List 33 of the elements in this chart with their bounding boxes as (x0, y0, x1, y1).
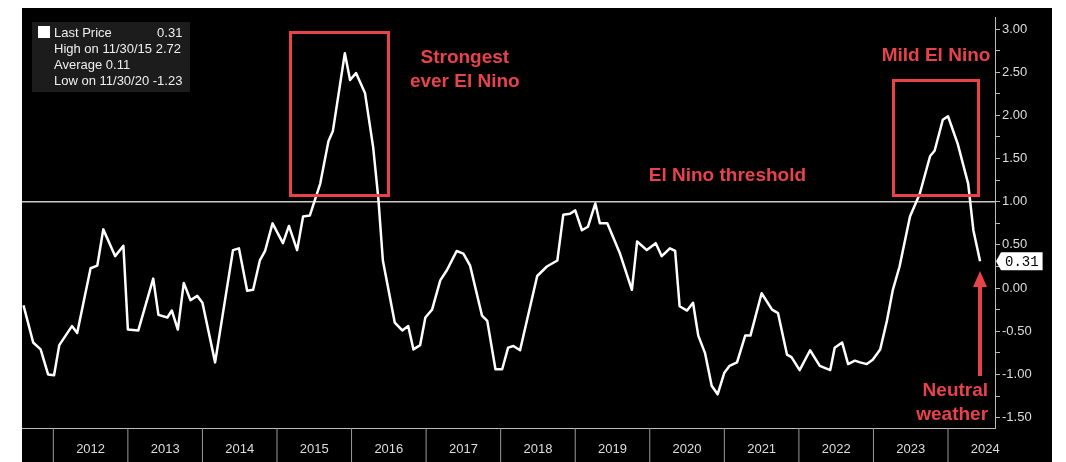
annotation: Mild El Nino (881, 44, 991, 66)
y-tick-label: 2.00 (1002, 106, 1028, 122)
y-tick-label: 0.50 (1002, 236, 1028, 252)
annotation: Average 0.11 (53, 57, 132, 73)
y-tick-label: 1.00 (1002, 193, 1028, 209)
y-tick-label: -1.00 (1002, 366, 1032, 382)
x-tick-label: 2022 (821, 441, 851, 457)
y-tick-label: 3.00 (1002, 20, 1028, 36)
x-tick-label: 2021 (747, 441, 777, 457)
y-tick-label: 0.00 (1002, 279, 1028, 295)
data-label: 0.31 (1005, 254, 1039, 271)
y-tick-label: 2.50 (1002, 63, 1028, 79)
ref-line-label: El Nino threshold (648, 164, 807, 186)
x-tick-label: 2015 (299, 441, 329, 457)
annotation: Low on 11/30/20 -1.23 (53, 73, 183, 89)
x-tick-label: 2012 (76, 441, 106, 457)
x-tick-label: 2014 (225, 441, 255, 457)
annotation: Strongest ever El Nino (408, 45, 521, 94)
annotation: High on 11/30/15 2.72 (53, 41, 182, 57)
text: 0.31 (157, 25, 183, 40)
x-tick-label: 2020 (672, 441, 702, 457)
x-tick-label: 2019 (598, 441, 627, 457)
y-tick-label: -1.50 (1002, 409, 1032, 425)
y-tick-label: 1.50 (1002, 150, 1028, 166)
x-tick-label: 2023 (896, 441, 926, 457)
y-tick-label: -0.50 (1002, 322, 1032, 338)
legend-label: Last Price (53, 25, 112, 41)
annotation: Neutral weather (915, 378, 989, 427)
x-tick-label: 2018 (523, 441, 553, 457)
x-tick-label: 2013 (150, 441, 180, 457)
x-tick-label: 2017 (448, 441, 478, 457)
x-tick-label: 2024 (970, 441, 1000, 457)
x-tick-label: 2016 (374, 441, 404, 457)
